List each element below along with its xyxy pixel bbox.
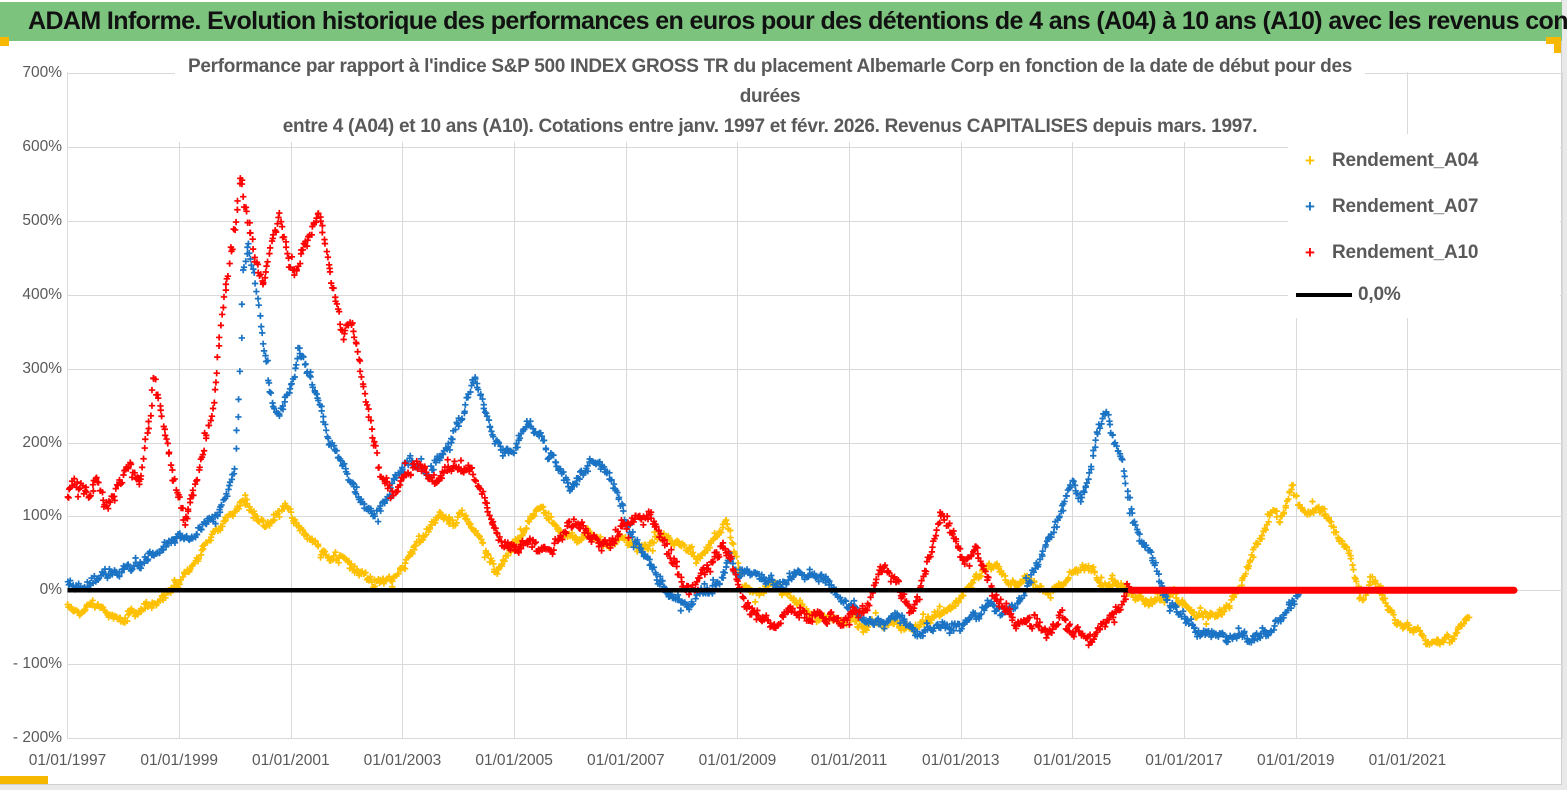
chart-title-line1: Performance par rapport à l'indice S&P 5… [188,56,1352,107]
legend-label: Rendement_A10 [1332,242,1479,263]
x-axis-tick: 01/01/2015 [1033,752,1112,769]
x-axis-tick: 01/01/2011 [810,752,888,769]
chart-legend: + Rendement_A04 + Rendement_A07 + Rendem… [1288,134,1560,318]
x-axis-tick: 01/01/2007 [587,752,665,769]
x-axis-tick: 01/01/2009 [698,752,777,769]
selection-handle-top-right-2 [1554,37,1561,53]
y-axis-tick: 600% [22,137,62,155]
legend-label: Rendement_A04 [1332,150,1479,171]
legend-label: Rendement_A07 [1332,196,1479,217]
plus-marker-icon: + [1305,151,1315,170]
x-axis-tick: 01/01/2019 [1256,752,1335,769]
x-axis-tick: 01/01/2001 [252,752,330,769]
y-axis-tick: 100% [22,507,62,525]
legend-item-a04[interactable]: + Rendement_A04 [1288,146,1560,176]
x-axis-tick: 01/01/2005 [475,752,553,769]
legend-item-a10[interactable]: + Rendement_A10 [1288,238,1560,268]
selection-handle-left [0,37,9,46]
legend-label: 0,0% [1358,284,1401,305]
page-title: ADAM Informe. Evolution historique des p… [28,7,1567,35]
scroll-thumb[interactable] [0,776,48,784]
y-axis-tick: - 100% [12,655,62,673]
x-axis-tick: 01/01/2021 [1368,752,1447,769]
plus-marker-icon: + [1305,197,1315,216]
x-axis-tick: 01/01/1999 [140,752,218,769]
y-axis-tick: 0% [39,581,62,599]
y-axis-tick: 200% [22,433,62,451]
x-axis-tick: 01/01/1997 [28,752,107,769]
x-axis-tick: 01/01/2013 [921,752,1000,769]
y-axis-tick: 500% [22,211,62,229]
y-axis-tick: 700% [22,64,62,82]
plus-marker-icon: + [1305,243,1315,262]
legend-item-a07[interactable]: + Rendement_A07 [1288,192,1560,222]
chart-title-line2: entre 4 (A04) et 10 ans (A10). Cotations… [282,116,1258,137]
selection-handle-top-right [1546,37,1561,44]
x-axis-tick: 01/01/2017 [1145,752,1223,769]
y-axis-tick: - 200% [12,729,62,747]
zero-line-icon [1296,293,1352,297]
legend-item-zero-line[interactable]: 0,0% [1288,280,1560,310]
chart-title: Performance par rapport à l'indice S&P 5… [175,52,1365,142]
y-axis-tick: 300% [22,359,62,377]
x-axis-tick: 01/01/2003 [363,752,442,769]
header-bar: ADAM Informe. Evolution historique des p… [0,2,1567,41]
y-axis-tick: 400% [22,285,62,303]
